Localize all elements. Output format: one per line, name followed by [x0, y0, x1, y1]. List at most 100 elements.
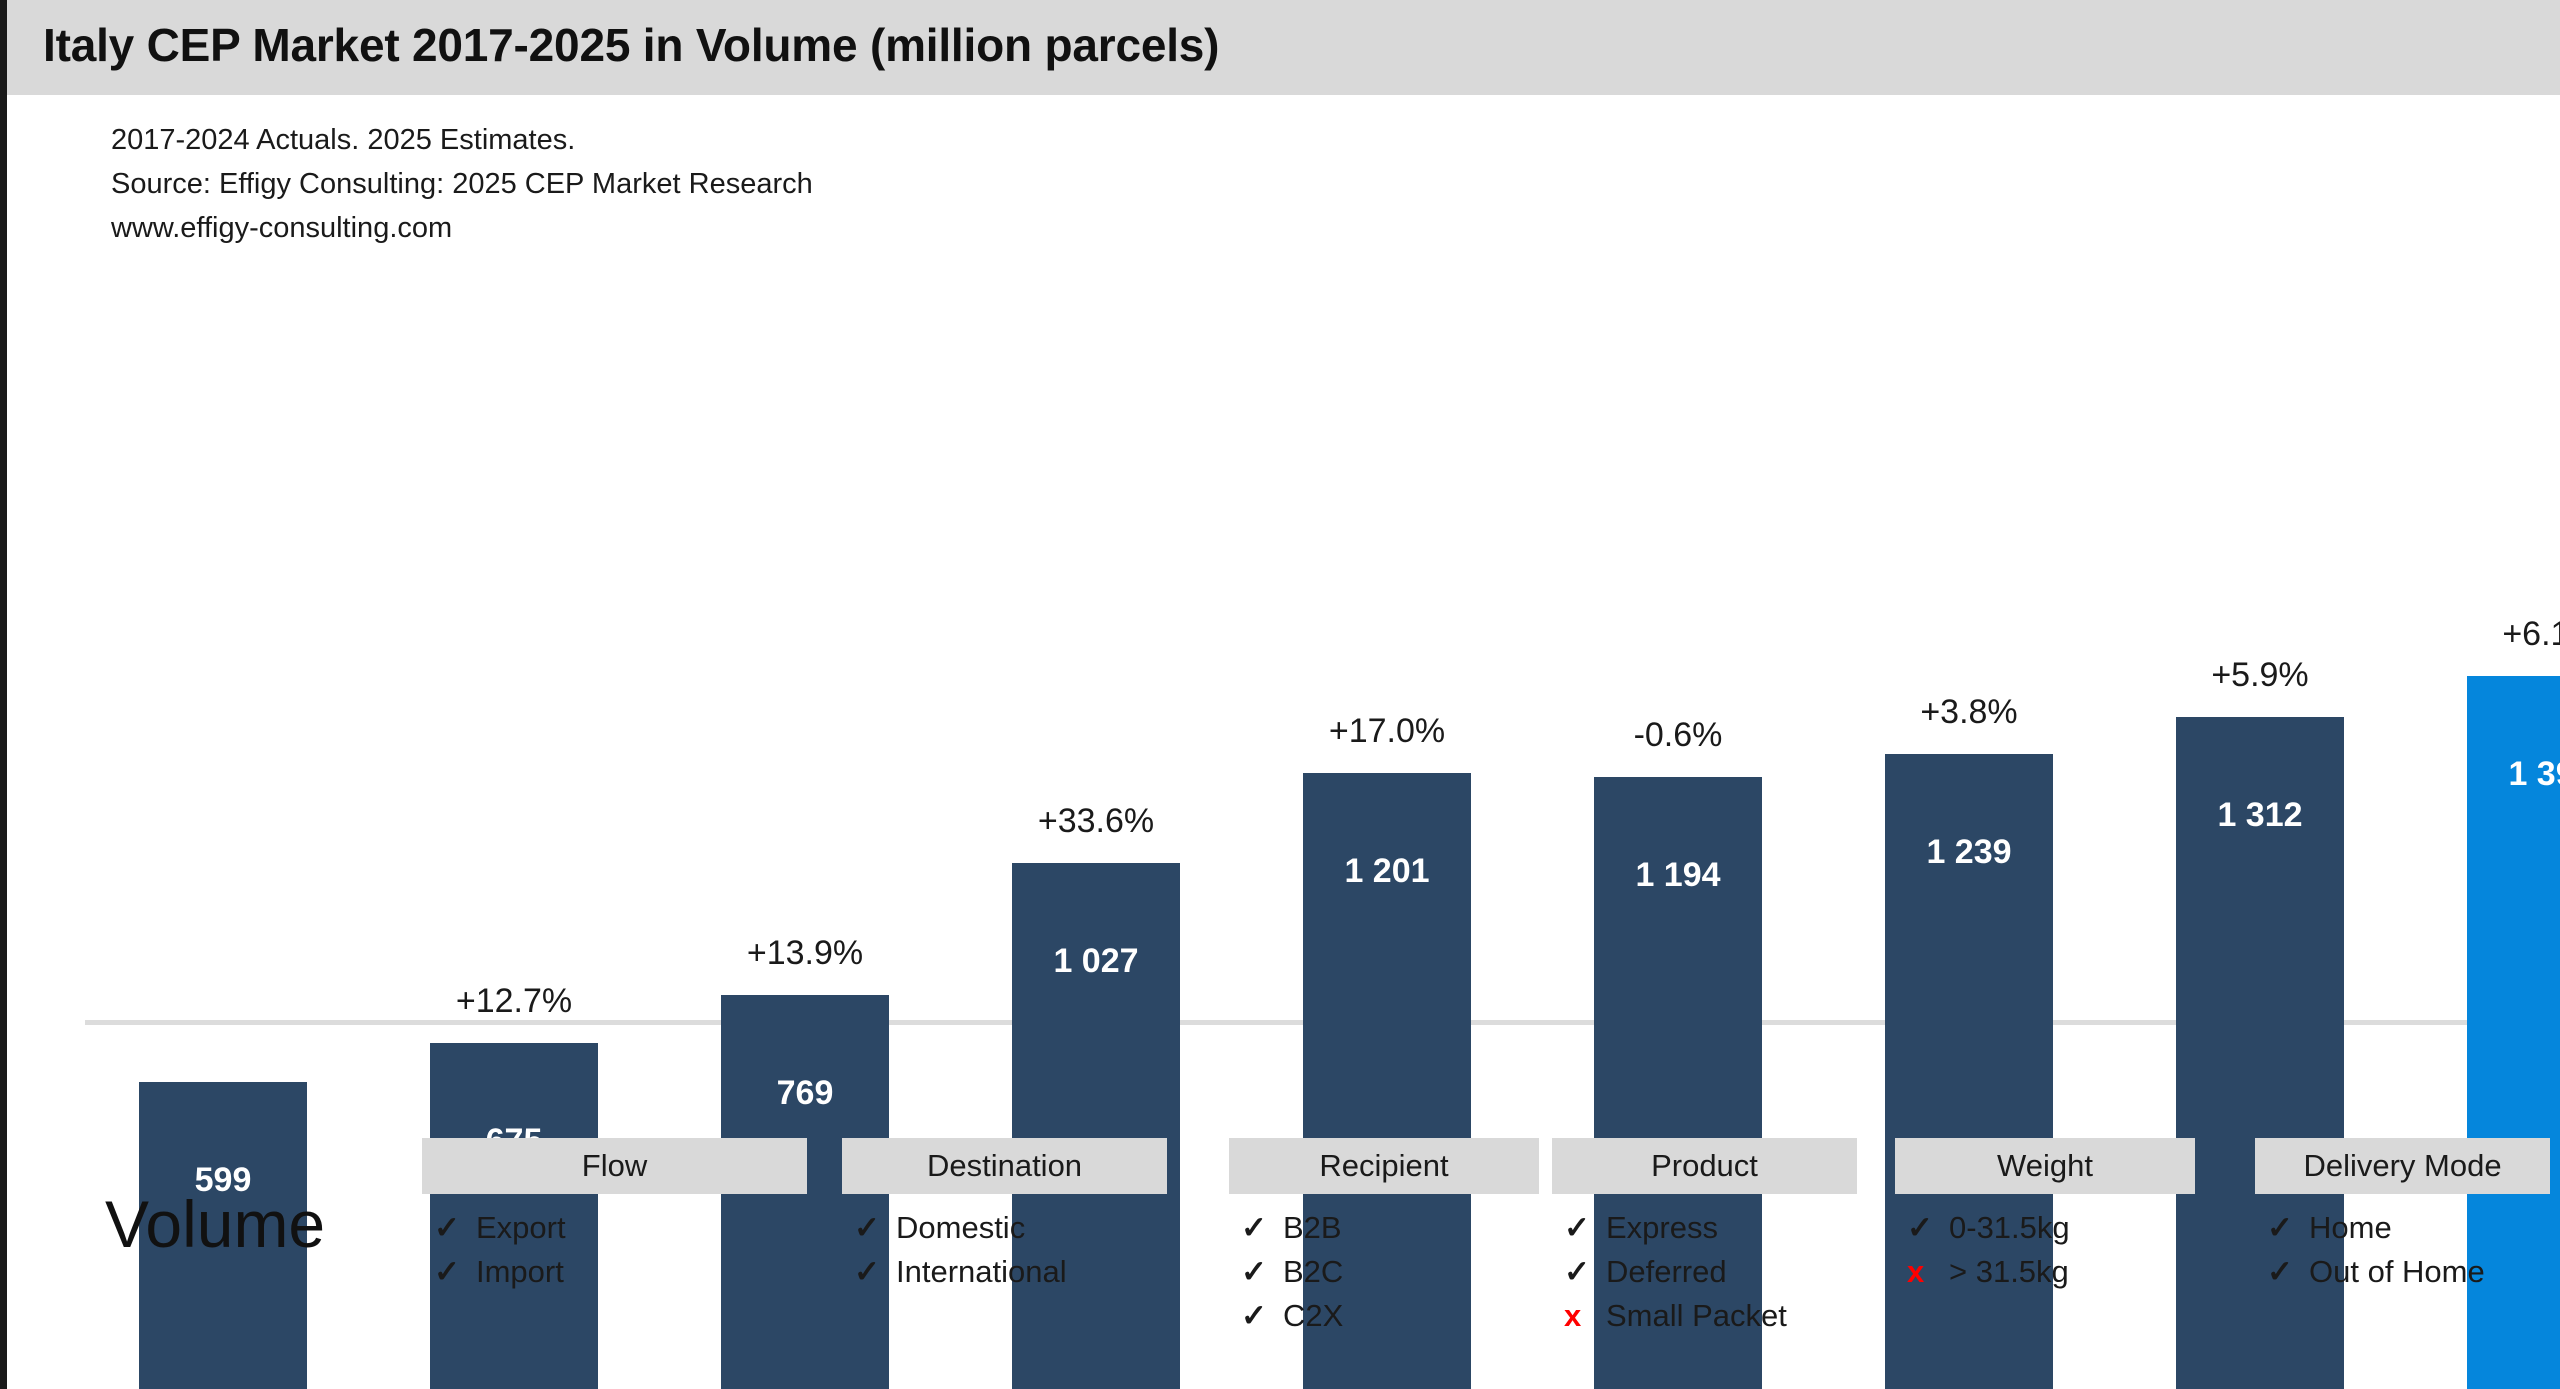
check-icon: ✓: [854, 1254, 880, 1289]
scope-item-label: C2X: [1283, 1298, 1344, 1333]
scope-column-header: Weight: [1895, 1138, 2195, 1194]
scope-item-label: Import: [476, 1254, 564, 1289]
check-icon: ✓: [1907, 1210, 1933, 1245]
growth-label: +33.6%: [1037, 802, 1155, 840]
source-note: 2017-2024 Actuals. 2025 Estimates. Sourc…: [111, 118, 813, 250]
check-icon: ✓: [1564, 1210, 1590, 1245]
scope-item-label: Small Packet: [1606, 1298, 1787, 1333]
x-axis-line: [85, 1020, 2505, 1025]
bar-group: 1 201+17.0%2021: [1303, 369, 1471, 1389]
cross-icon: x: [1564, 1298, 1582, 1333]
bar-value-label: 1 027: [1053, 942, 1139, 980]
scope-column: Recipient ✓ B2B ✓ B2C ✓ C2X: [1229, 1138, 1539, 1338]
scope-item: x Small Packet: [1564, 1294, 1857, 1338]
check-icon: ✓: [1564, 1254, 1590, 1289]
scope-item-label: International: [896, 1254, 1067, 1289]
cross-icon: x: [1907, 1254, 1925, 1289]
scope-item: ✓ Out of Home: [2267, 1250, 2550, 1294]
growth-label: +13.9%: [746, 934, 864, 972]
bar[interactable]: [1885, 754, 2053, 1389]
check-icon: ✓: [2267, 1254, 2293, 1289]
bar[interactable]: [430, 1043, 598, 1389]
check-icon: ✓: [434, 1254, 460, 1289]
scope-item-label: > 31.5kg: [1949, 1254, 2069, 1289]
scope-item-list: ✓ Home ✓ Out of Home: [2255, 1206, 2550, 1294]
bar-group: 1 392+6.1%2025 E: [2467, 369, 2560, 1389]
source-note-line-2: Source: Effigy Consulting: 2025 CEP Mark…: [111, 168, 813, 200]
scope-item: x > 31.5kg: [1907, 1250, 2195, 1294]
scope-item-label: 0-31.5kg: [1949, 1210, 2070, 1245]
scope-item-list: ✓ Export ✓ Import: [422, 1206, 807, 1294]
bar-value-label: 1 392: [2508, 755, 2560, 793]
growth-label: -0.6%: [1633, 716, 1723, 754]
title-band: [7, 0, 2560, 95]
scope-column: Flow ✓ Export ✓ Import: [422, 1138, 807, 1294]
metric-label: Volume: [105, 1187, 326, 1261]
bar[interactable]: [2467, 676, 2560, 1389]
scope-column-header: Recipient: [1229, 1138, 1539, 1194]
growth-label: +5.9%: [2211, 656, 2309, 694]
bar-value-label: 599: [194, 1161, 252, 1199]
scope-item: ✓ C2X: [1241, 1294, 1539, 1338]
check-icon: ✓: [434, 1210, 460, 1245]
scope-column: Delivery Mode ✓ Home ✓ Out of Home: [2255, 1138, 2550, 1294]
bar-chart-plot: 5992017675+12.7%2018769+13.9%20191 027+3…: [7, 0, 2560, 1389]
scope-item: ✓ Deferred: [1564, 1250, 1857, 1294]
scope-item: ✓ Domestic: [854, 1206, 1167, 1250]
scope-item-list: ✓ B2B ✓ B2C ✓ C2X: [1229, 1206, 1539, 1338]
bar-value-label: 1 194: [1635, 856, 1721, 894]
scope-item: ✓ Import: [434, 1250, 807, 1294]
scope-item: ✓ Export: [434, 1206, 807, 1250]
scope-item-list: ✓ 0-31.5kg x > 31.5kg: [1895, 1206, 2195, 1294]
scope-item: ✓ Express: [1564, 1206, 1857, 1250]
scope-column-header: Delivery Mode: [2255, 1138, 2550, 1194]
scope-item: ✓ 0-31.5kg: [1907, 1206, 2195, 1250]
bar-group: 1 194-0.6%2022: [1594, 369, 1762, 1389]
scope-item-label: Domestic: [896, 1210, 1026, 1245]
bar-value-label: 1 239: [1926, 833, 2012, 871]
check-icon: ✓: [1241, 1210, 1267, 1245]
source-note-line-1: 2017-2024 Actuals. 2025 Estimates.: [111, 124, 576, 156]
bar-group: 5992017: [139, 369, 307, 1389]
bar-group: 1 027+33.6%2020: [1012, 369, 1180, 1389]
scope-item: ✓ International: [854, 1250, 1167, 1294]
bar[interactable]: [1594, 777, 1762, 1389]
bar-value-label: 1 312: [2217, 796, 2303, 834]
scope-column: Product ✓ Express ✓ Deferred x Small Packet: [1552, 1138, 1857, 1338]
scope-column-header: Destination: [842, 1138, 1167, 1194]
bar[interactable]: [139, 1082, 307, 1389]
growth-label: +3.8%: [1920, 693, 2018, 731]
check-icon: ✓: [854, 1210, 880, 1245]
bar-value-label: 769: [776, 1074, 834, 1112]
growth-label: +12.7%: [455, 982, 573, 1020]
bar[interactable]: [2176, 717, 2344, 1389]
growth-label: +6.1%: [2502, 615, 2560, 653]
bar[interactable]: [1303, 773, 1471, 1389]
bar-group: 1 239+3.8%2023: [1885, 369, 2053, 1389]
scope-item-label: B2C: [1283, 1254, 1344, 1289]
scope-item-label: Out of Home: [2309, 1254, 2485, 1289]
bar-value-label: 1 201: [1344, 852, 1430, 890]
scope-item: ✓ B2C: [1241, 1250, 1539, 1294]
bar[interactable]: [1012, 863, 1180, 1389]
page-title: Italy CEP Market 2017-2025 in Volume (mi…: [43, 19, 1220, 71]
scope-item: ✓ B2B: [1241, 1206, 1539, 1250]
bar-group: 1 312+5.9%2024: [2176, 369, 2344, 1389]
check-icon: ✓: [1241, 1254, 1267, 1289]
source-note-line-3: www.effigy-consulting.com: [111, 212, 453, 244]
bar-group: 675+12.7%2018: [430, 369, 598, 1389]
scope-item-label: Export: [476, 1210, 566, 1245]
scope-item-list: ✓ Express ✓ Deferred x Small Packet: [1552, 1206, 1857, 1338]
scope-column: Weight ✓ 0-31.5kg x > 31.5kg: [1895, 1138, 2195, 1294]
scope-item: ✓ Home: [2267, 1206, 2550, 1250]
scope-item-label: Home: [2309, 1210, 2392, 1245]
scope-item-label: Deferred: [1606, 1254, 1727, 1289]
scope-item-list: ✓ Domestic ✓ International: [842, 1206, 1167, 1294]
growth-label: +17.0%: [1328, 712, 1446, 750]
check-icon: ✓: [2267, 1210, 2293, 1245]
scope-column: Destination ✓ Domestic ✓ International: [842, 1138, 1167, 1294]
scope-column-header: Product: [1552, 1138, 1857, 1194]
scope-item-label: B2B: [1283, 1210, 1342, 1245]
check-icon: ✓: [1241, 1298, 1267, 1333]
